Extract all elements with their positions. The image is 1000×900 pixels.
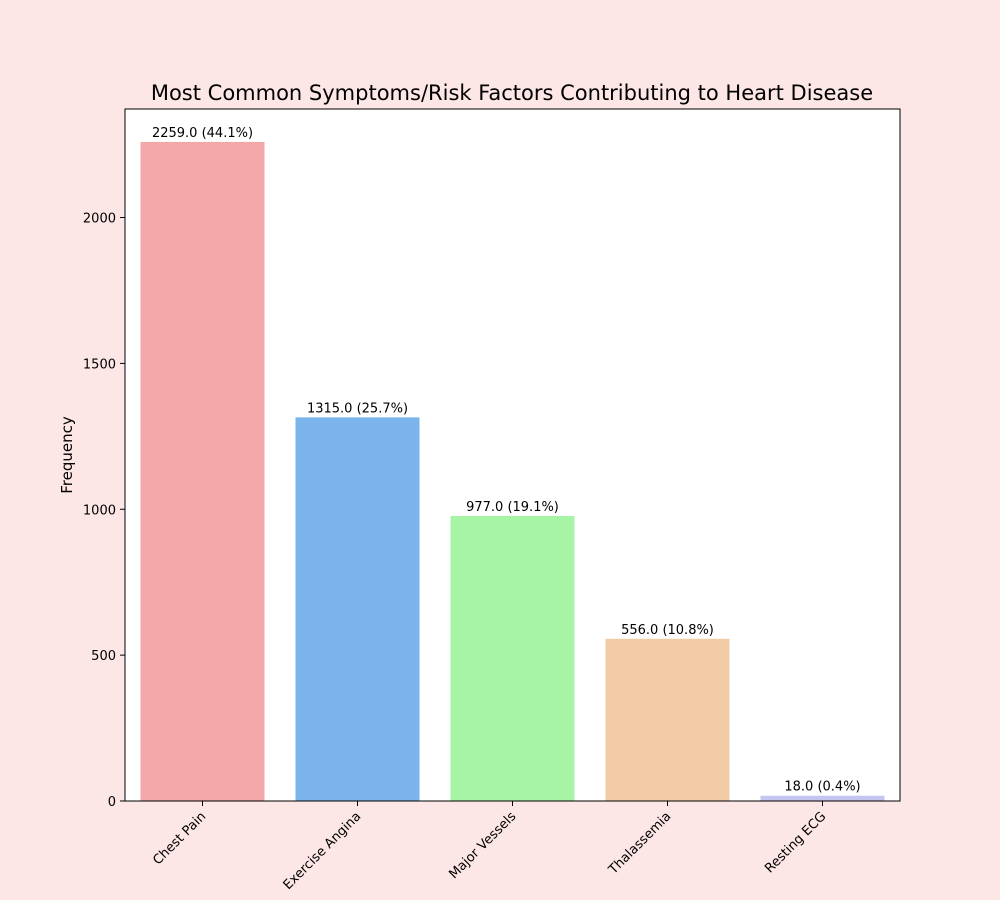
y-axis-label: Frequency <box>58 416 76 494</box>
data-label-2: 977.0 (19.1%) <box>466 500 559 515</box>
y-tick-label-2: 1000 <box>83 503 116 518</box>
data-label-4: 18.0 (0.4%) <box>784 780 860 795</box>
data-label-1: 1315.0 (25.7%) <box>307 401 408 416</box>
y-tick-label-0: 0 <box>108 795 116 810</box>
data-labels-group: 2259.0 (44.1%) 1315.0 (25.7%) 977.0 (19.1%… <box>152 126 861 795</box>
y-tick-label-4: 2000 <box>83 212 116 227</box>
bar-0 <box>140 141 265 801</box>
bars-group <box>140 141 885 801</box>
bar-4 <box>760 795 885 801</box>
y-tick-label-3: 1500 <box>83 357 116 372</box>
plot-frame <box>124 108 901 802</box>
y-tick-label-1: 500 <box>91 649 116 664</box>
y-axis-ticks: 0 500 1000 1500 2000 <box>83 212 125 810</box>
bar-3 <box>605 638 730 801</box>
bar-2 <box>450 515 575 801</box>
bar-1 <box>295 417 420 801</box>
chart-title: Most Common Symptoms/Risk Factors Contri… <box>151 81 873 105</box>
data-label-0: 2259.0 (44.1%) <box>152 126 253 141</box>
data-label-3: 556.0 (10.8%) <box>621 623 714 638</box>
